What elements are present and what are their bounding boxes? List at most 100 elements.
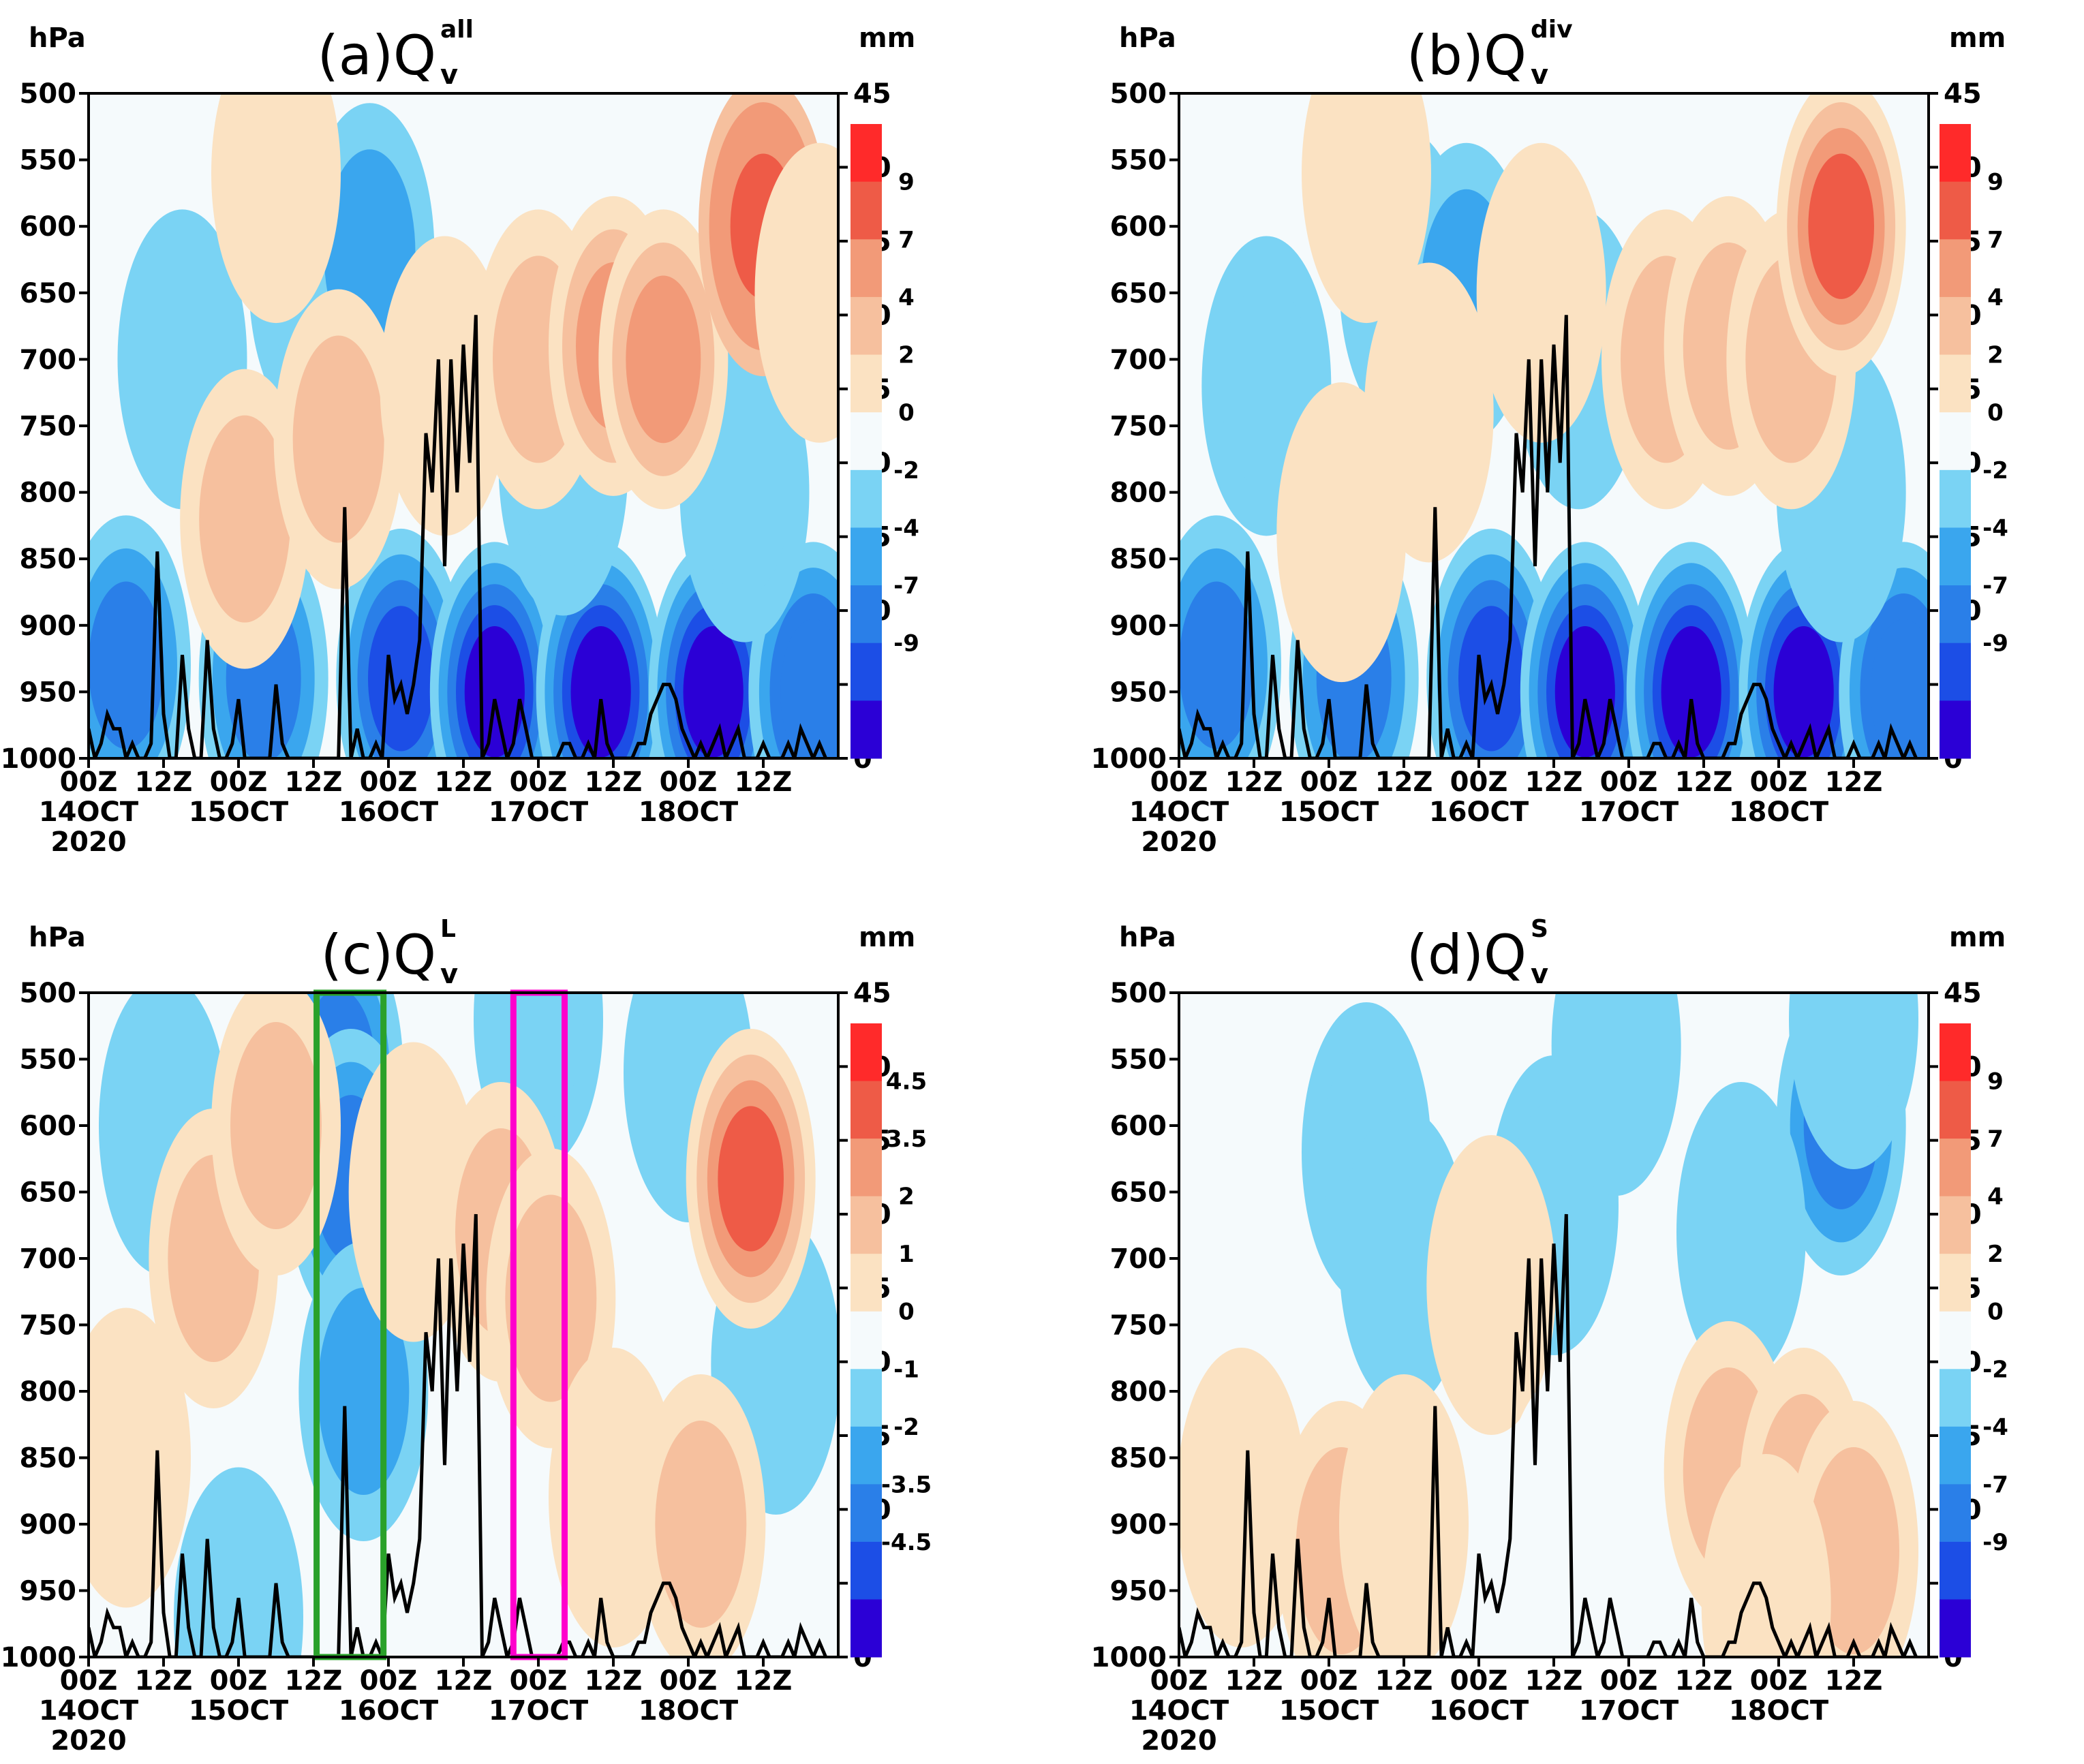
left-tick-label: 950 <box>1110 677 1167 708</box>
field-blob <box>174 1467 303 1657</box>
colorbar-swatch <box>851 585 882 644</box>
panel-title-superscript: S <box>1531 915 1548 943</box>
colorbar-label: -7 <box>1982 1471 2008 1498</box>
right-unit: mm <box>1949 22 2006 54</box>
x-tick-label: 12Z <box>135 1665 193 1697</box>
x-tick-label: 00Z <box>1300 1665 1358 1697</box>
field-blob <box>1302 93 1431 324</box>
colorbar-label: 0 <box>1987 399 2004 427</box>
field-blob <box>230 1022 322 1229</box>
left-tick-label: 500 <box>1110 978 1167 1009</box>
field-blob <box>1701 1454 1831 1657</box>
field-c <box>89 993 838 1657</box>
colorbar-label: -7 <box>893 572 919 600</box>
x-date-label: 15OCT <box>1279 796 1379 828</box>
panel-title-superscript: all <box>440 16 474 44</box>
field-blob <box>368 606 434 752</box>
left-unit: hPa <box>29 22 86 54</box>
panel-b: 5005506006507007508008509009501000051015… <box>1091 16 2008 858</box>
colorbar-swatch <box>1940 124 1971 183</box>
x-tick-label: 00Z <box>510 767 568 798</box>
field-blob <box>1871 619 1929 758</box>
left-tick-label: 650 <box>1110 278 1167 309</box>
field-blob <box>1179 581 1254 749</box>
x-tick-label: 12Z <box>135 767 193 798</box>
panel-title: (d)Q <box>1407 923 1527 987</box>
left-tick-label: 800 <box>20 1376 77 1408</box>
left-tick-label: 750 <box>1110 411 1167 442</box>
x-tick-label: 12Z <box>285 1665 343 1697</box>
x-tick-label: 12Z <box>1225 767 1283 798</box>
right-tick-label: 45 <box>853 978 891 1009</box>
colorbar-label: 7 <box>898 226 915 253</box>
left-tick-label: 700 <box>20 344 77 375</box>
right-unit: mm <box>859 22 915 54</box>
colorbar-label: 4 <box>1987 284 2004 311</box>
field-a <box>89 93 838 758</box>
field-blob <box>1364 262 1494 563</box>
x-date-label: 15OCT <box>1279 1695 1379 1727</box>
x-date-label: 18OCT <box>1729 796 1829 828</box>
x-tick-label: 12Z <box>1825 1665 1883 1697</box>
colorbar-label: -4 <box>1982 1414 2008 1441</box>
x-tick-label: 00Z <box>1600 767 1658 798</box>
colorbar-swatch <box>1940 181 1971 240</box>
x-tick-label: 00Z <box>60 767 118 798</box>
field-blob <box>1661 626 1721 758</box>
x-year-label: 2020 <box>50 826 126 858</box>
field-blob <box>1773 626 1834 758</box>
x-tick-label: 12Z <box>435 767 493 798</box>
colorbar-label: 4 <box>1987 1183 2004 1211</box>
field-blob <box>1501 1374 1631 1657</box>
left-tick-label: 900 <box>20 610 77 642</box>
left-tick-label: 700 <box>20 1243 77 1275</box>
x-date-label: 17OCT <box>489 796 589 828</box>
field-blob <box>199 415 291 623</box>
panel-title: (b)Q <box>1407 24 1527 87</box>
field-blob <box>1676 1082 1806 1382</box>
panel-c: 5005506006507007508008509009501000051015… <box>1 915 932 1757</box>
field-blob <box>292 335 384 543</box>
precip-line <box>89 1213 828 1657</box>
colorbar-swatch <box>1940 1541 1971 1600</box>
left-tick-label: 900 <box>1110 1509 1167 1541</box>
right-unit: mm <box>859 922 915 953</box>
x-tick-label: 12Z <box>1675 1665 1733 1697</box>
colorbar-label: 2 <box>898 342 915 369</box>
left-tick-label: 750 <box>20 411 77 442</box>
colorbar-swatch <box>1940 1081 1971 1139</box>
colorbar-label: 7 <box>1987 1126 2004 1153</box>
field-blob <box>1551 993 1681 1196</box>
colorbar-label: 0 <box>898 399 915 427</box>
colorbar-label: -9 <box>1982 630 2008 657</box>
left-tick-label: 650 <box>20 1177 77 1209</box>
right-tick-label: 45 <box>1944 78 1982 110</box>
colorbar-label: 7 <box>1987 226 2004 253</box>
colorbar-swatch <box>1940 1311 1971 1370</box>
x-date-label: 17OCT <box>1579 796 1679 828</box>
left-tick-label: 650 <box>1110 1177 1167 1209</box>
left-tick-label: 550 <box>20 145 77 176</box>
colorbar-swatch <box>1940 1369 1971 1427</box>
left-tick-label: 600 <box>1110 1111 1167 1142</box>
colorbar-swatch <box>851 527 882 586</box>
colorbar-swatch <box>1940 1254 1971 1312</box>
colorbar-swatch <box>851 124 882 183</box>
colorbar-swatch <box>1940 700 1971 759</box>
left-tick-label: 850 <box>20 544 77 575</box>
colorbar-label: -1 <box>893 1356 919 1383</box>
panel-a: 5005506006507007508008509009501000051015… <box>1 16 919 858</box>
field-blob <box>699 388 791 596</box>
left-tick-label: 1000 <box>1 1642 76 1673</box>
colorbar-swatch <box>1940 1599 1971 1658</box>
colorbar-swatch <box>1940 296 1971 356</box>
left-tick-label: 900 <box>20 1509 77 1541</box>
x-date-label: 16OCT <box>1429 796 1529 828</box>
colorbar-swatch <box>1940 412 1971 471</box>
field-blob <box>89 1307 191 1608</box>
colorbar-label: -9 <box>893 630 919 657</box>
x-tick-label: 00Z <box>1750 1665 1808 1697</box>
colorbar-label: -2 <box>893 457 919 484</box>
colorbar-label: -2 <box>1982 1356 2008 1383</box>
